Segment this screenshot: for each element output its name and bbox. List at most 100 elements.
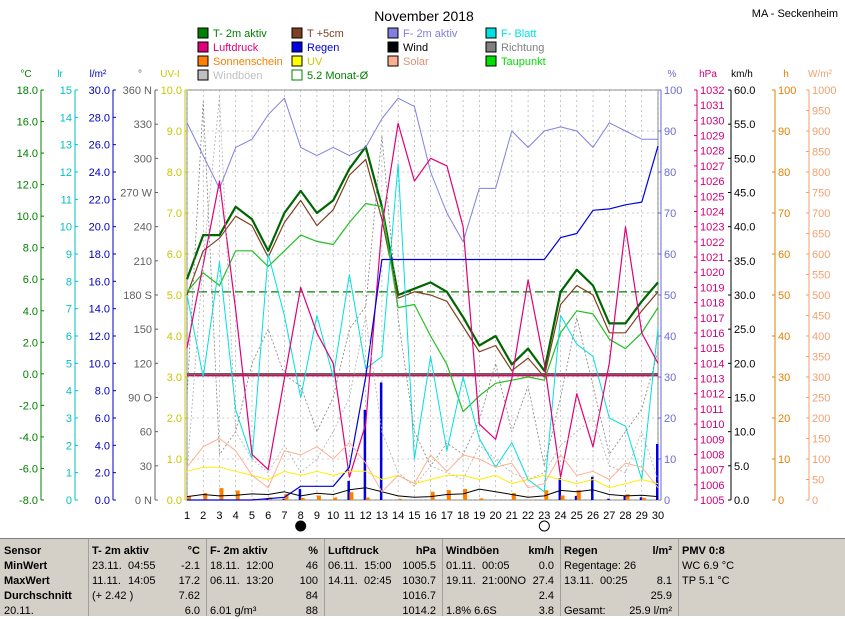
axis-tick-label: 14 [60, 112, 72, 124]
bar-sonnenschein [301, 498, 305, 500]
axis-tick-label: 16.0 [17, 117, 38, 129]
x-tick-label: 9 [314, 510, 320, 522]
stats-row: 23.11.04:55-2.1 [92, 559, 204, 574]
stats-cell: 18.11. [210, 559, 240, 574]
axis-unit-label: l/m² [90, 69, 107, 80]
legend-swatch [292, 70, 302, 80]
legend-swatch [388, 28, 398, 38]
stats-cell: 8.1 [657, 574, 672, 589]
axis-tick-label: 1030 [700, 115, 724, 127]
axis-tick-label: 40 [778, 331, 790, 343]
axis-tick-label: 16.0 [89, 276, 110, 288]
axis-tick-label: -2.0 [19, 400, 38, 412]
axis-tick-label: 100 [778, 85, 796, 97]
x-tick-label: 27 [603, 510, 615, 522]
stats-cell: (+ 2.42 ) [92, 589, 133, 604]
axis-tick-label: 1000 [812, 85, 836, 97]
axis-tick-label: 10.0 [17, 211, 38, 223]
bar-sonnenschein [642, 498, 646, 500]
stats-cell: 1014.2 [402, 604, 436, 619]
stats-title: Sensor [4, 545, 41, 557]
axis-unit-label: km/h [731, 69, 753, 80]
axis-tick-label: 30 [664, 372, 676, 384]
stats-cell: 2.4 [539, 589, 554, 604]
axis-tick-label: 400 [812, 331, 830, 343]
stats-cell: -2.1 [181, 559, 200, 574]
axis-tick-label: 30 [778, 372, 790, 384]
stats-cell: 25.9 l/m² [629, 604, 672, 619]
x-tick-label: 3 [216, 510, 222, 522]
axis-tick-label: 30 [140, 461, 152, 473]
axis-tick-label: 9 [66, 249, 72, 261]
x-tick-label: 10 [327, 510, 339, 522]
axis-tick-label: 300 [812, 372, 830, 384]
legend-label: Sonnenschein [213, 56, 283, 68]
legend-label: Wind [403, 42, 428, 54]
stats-unit: hPa [416, 544, 436, 559]
axis-tick-label: 5 [66, 358, 72, 370]
x-tick-label: 5 [249, 510, 255, 522]
stats-cell: 13.11. [564, 574, 594, 589]
stats-title: Luftdruck [328, 545, 379, 557]
full-moon-icon [539, 521, 549, 531]
axis-unit-label: lr [57, 69, 63, 80]
x-tick-label: 26 [587, 510, 599, 522]
axis-tick-label: 0 [66, 495, 72, 507]
axis-tick-label: 250 [812, 393, 830, 405]
axis-tick-label: 14.0 [89, 304, 110, 316]
stats-cell: 27.4 [533, 574, 554, 589]
stats-title: F- 2m aktiv [210, 545, 267, 557]
axis-tick-label: 8.0 [167, 167, 182, 179]
stats-cell: MinWert [4, 559, 47, 574]
axis-tick-label: 0 [812, 495, 818, 507]
stats-row: MinWert [4, 559, 88, 574]
axis-tick-label: 12.0 [89, 331, 110, 343]
axis-tick-label: 1005 [700, 495, 724, 507]
stats-divider [324, 539, 325, 616]
axis-tick-label: 1026 [700, 176, 724, 188]
axis-tick-label: 150 [812, 434, 830, 446]
axis-tick-label: 1.0 [167, 454, 182, 466]
axis-unit-label: h [783, 69, 789, 80]
stats-row: 6.0 [92, 604, 204, 619]
x-tick-label: 20 [489, 510, 501, 522]
stats-cell: 19.11. [446, 574, 476, 589]
legend-swatch [198, 42, 208, 52]
legend-label: F- Blatt [501, 28, 536, 40]
bar-regen [607, 499, 610, 500]
axis-tick-label: 13 [60, 140, 72, 152]
axis-unit-label: UV-I [160, 69, 179, 80]
axis-tick-label: 60 [140, 427, 152, 439]
stats-cell: 06.11. [210, 574, 240, 589]
legend-swatch [292, 56, 302, 66]
stats-unit: °C [188, 544, 200, 559]
x-tick-label: 16 [424, 510, 436, 522]
stats-row [682, 604, 842, 619]
stats-cell: 06.11. [328, 559, 358, 574]
axis-tick-label: 80 [778, 167, 790, 179]
legend-label: Regen [307, 42, 339, 54]
stats-header: F- 2m aktiv% [210, 544, 322, 559]
axis-tick-label: 30.0 [89, 85, 110, 97]
axis-tick-label: 180 S [123, 290, 152, 302]
x-tick-label: 28 [619, 510, 631, 522]
stats-row: Regentage: 26 [564, 559, 676, 574]
axis-tick-label: 0.0 [734, 495, 749, 507]
axis-tick-label: 2.0 [95, 468, 110, 480]
stats-cell: 13:20 [246, 574, 274, 589]
axis-tick-label: 10.0 [89, 358, 110, 370]
stats-cell: Regentage: 26 [564, 559, 636, 574]
axis-tick-label: 1019 [700, 282, 724, 294]
axis-tick-label: 1016 [700, 328, 724, 340]
x-tick-label: 2 [200, 510, 206, 522]
